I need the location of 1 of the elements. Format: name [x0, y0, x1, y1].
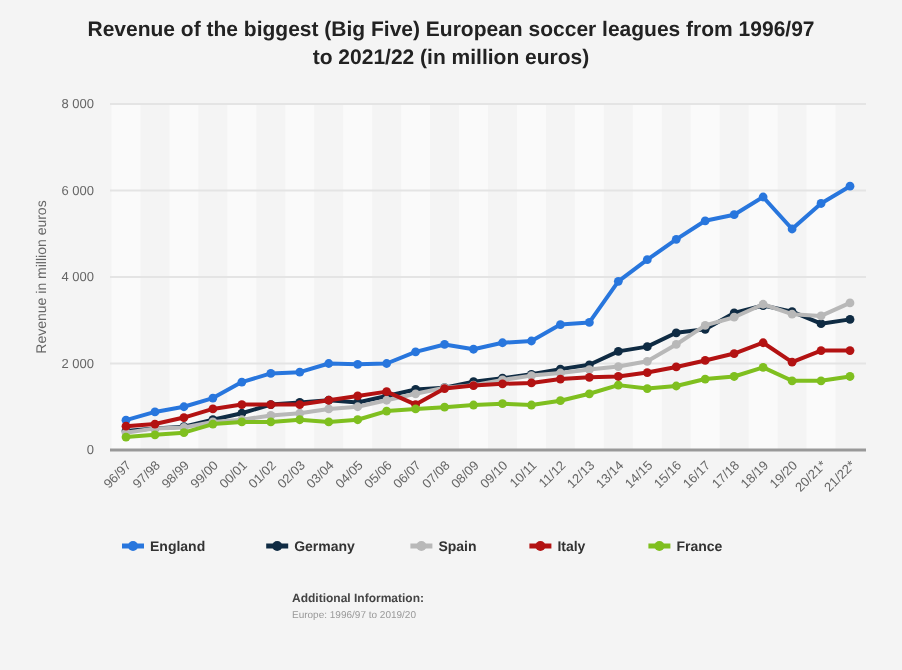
chart-title: Revenue of the biggest (Big Five) European soccer leagues from 1996/97 to 2021/22 (in million euros) [87, 18, 815, 70]
